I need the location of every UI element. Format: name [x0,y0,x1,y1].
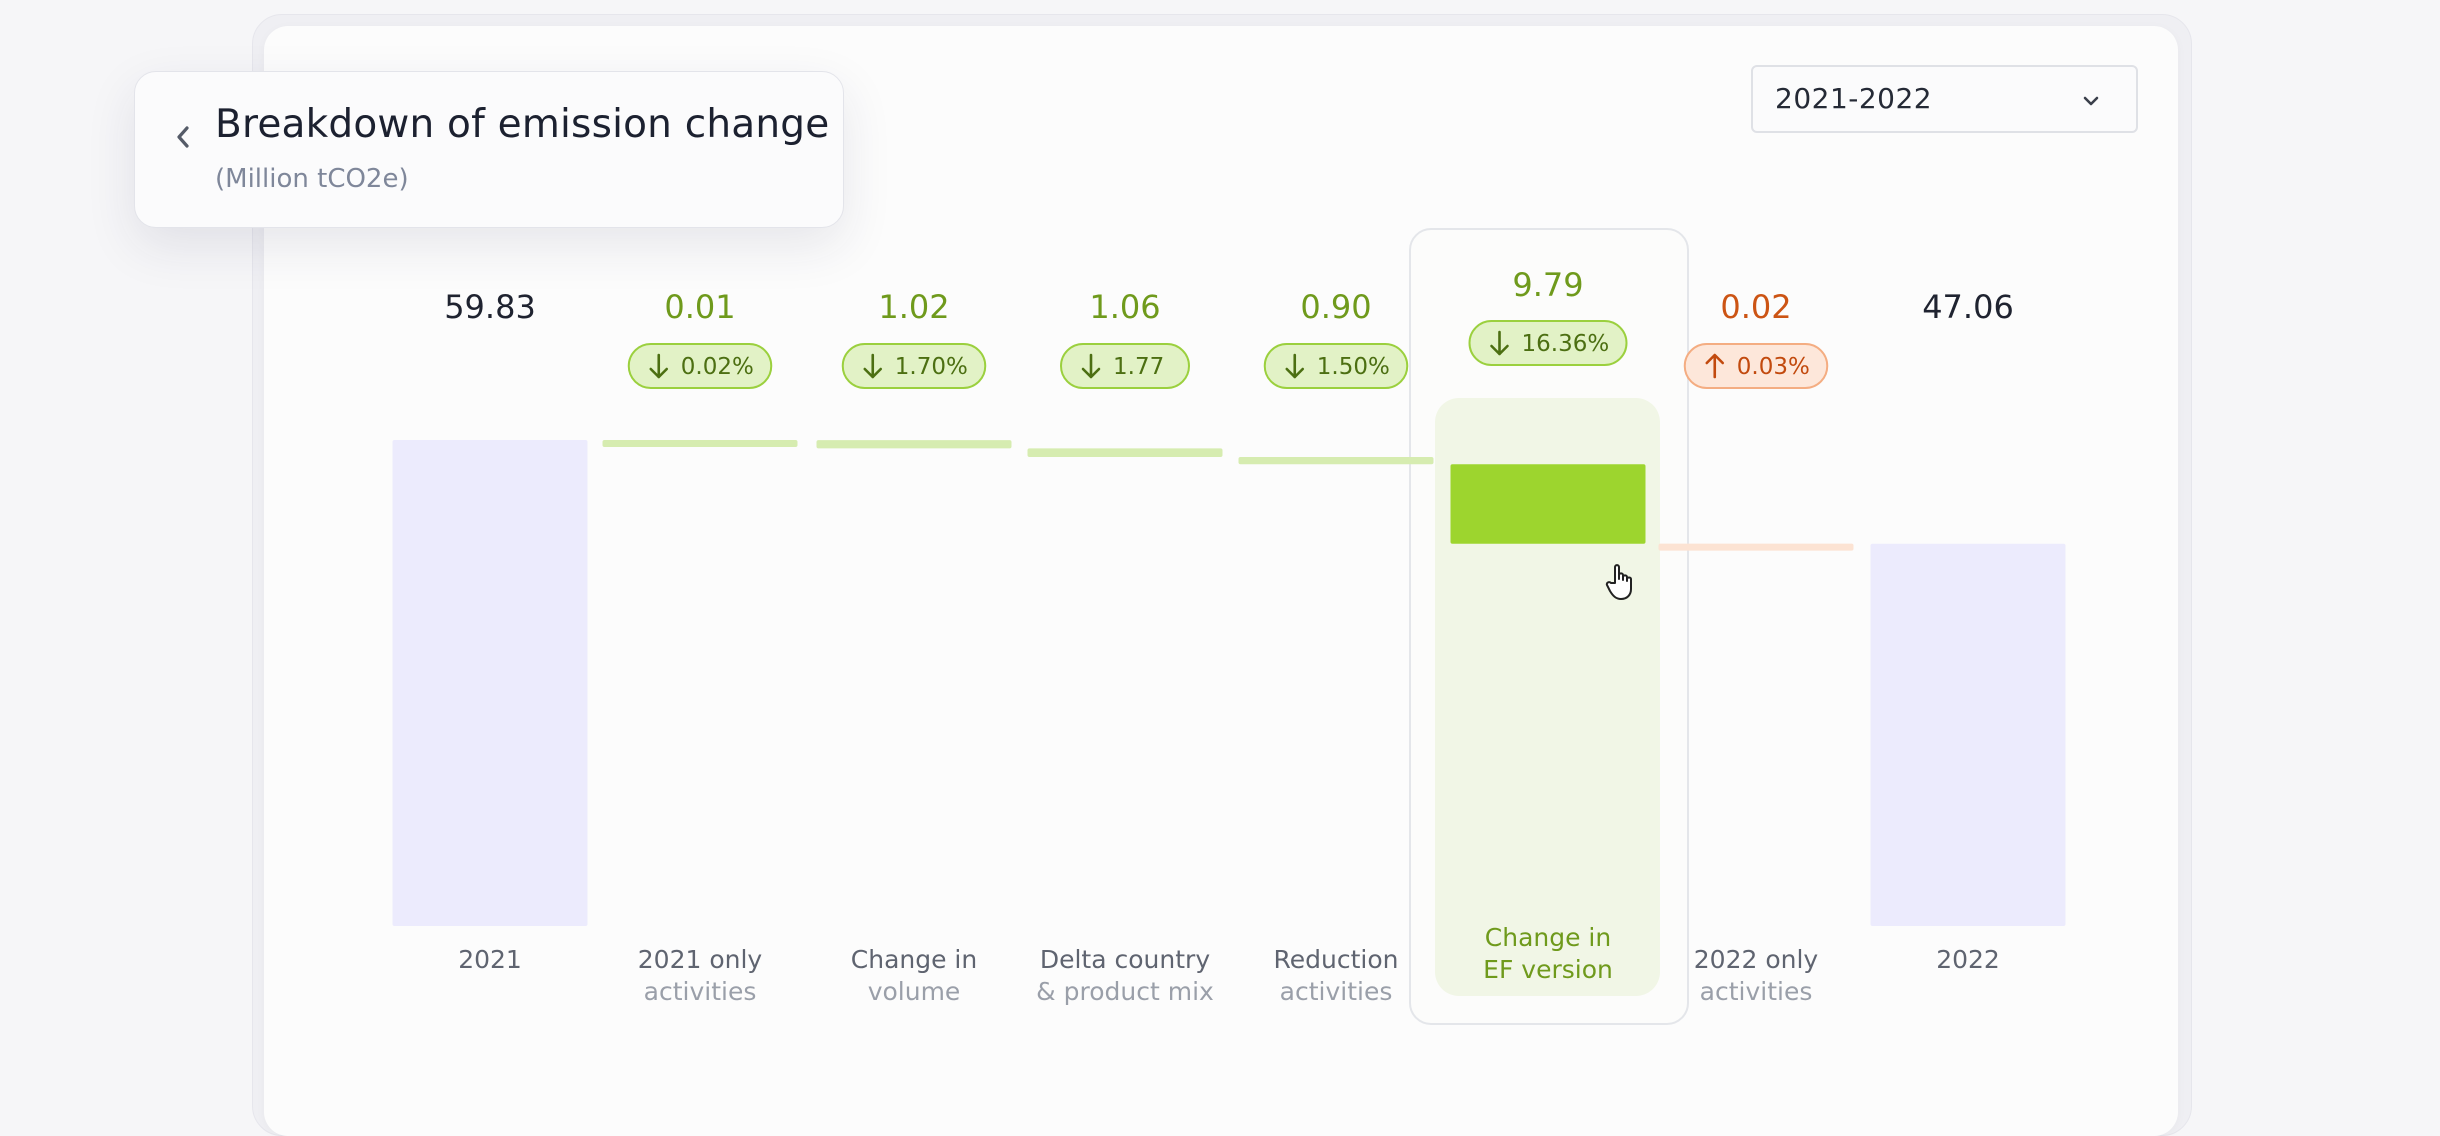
arrow-up-path [1705,353,1725,379]
change-badge-2: 1.70% [841,343,987,389]
category-label-7: 2022 [1936,945,2000,974]
bar-5[interactable] [1450,464,1646,544]
year-range-value: 2021-2022 [1775,82,1933,115]
change-badge-1: 0.02% [627,343,773,389]
value-label-5: 9.79 [1512,266,1583,304]
bar-2[interactable] [816,440,1012,449]
category-label-4: Reduction [1274,945,1399,974]
change-badge-3: 1.77 [1060,343,1190,389]
badge-pill-4 [1263,343,1409,389]
badge-pill-3 [1060,343,1190,389]
page-title: Breakdown of emission change [215,102,830,147]
category-sublabel-6: activities [1700,977,1813,1006]
badge-text-5: 16.36% [1522,331,1610,357]
value-label-2: 1.02 [878,288,949,326]
category-sublabel-2: volume [868,977,961,1006]
badge-pill-5 [1468,320,1628,366]
bar-1[interactable] [602,440,798,447]
arrow-down-path [1285,353,1305,379]
category-label-2: Change in [851,945,977,974]
badge-text-6: 0.03% [1737,354,1810,380]
category-sublabel-1: activities [644,977,757,1006]
hand-pointer-icon [1604,562,1638,602]
value-label-0: 59.83 [444,288,536,326]
category-sublabel-5: EF version [1483,955,1613,984]
waterfall-chart: 59.83 2021 0.01 0.02% 2021 only activities 1.0… [392,266,2066,1006]
arrow-down-icon [1490,330,1509,356]
arrow-down-icon [863,353,883,379]
value-label-6: 0.02 [1720,288,1791,326]
badge-pill-6 [1683,343,1829,389]
bar-3[interactable] [1027,448,1223,457]
year-range-select[interactable]: 2021-2022 [1751,65,2138,133]
bar-0[interactable] [392,440,588,926]
value-label-3: 1.06 [1089,288,1160,326]
arrow-down-path [1081,353,1101,379]
category-label-6: 2022 only [1694,945,1819,974]
category-sublabel-4: activities [1280,977,1393,1006]
category-label-0: 2021 [458,945,522,974]
category-label-3: Delta country [1040,945,1210,974]
arrow-up-icon [1705,353,1725,379]
badge-text-4: 1.50% [1317,354,1390,380]
bar-4[interactable] [1238,456,1434,465]
category-sublabel-3: & product mix [1036,977,1214,1006]
arrow-down-icon [1285,353,1305,379]
category-label-5: Change in [1485,923,1611,952]
badge-text-2: 1.70% [895,354,968,380]
arrow-down-path [649,353,669,379]
badge-text-3: 1.77 [1113,354,1164,380]
change-badge-4: 1.50% [1263,343,1409,389]
bar-6[interactable] [1658,543,1854,551]
category-label-1: 2021 only [638,945,763,974]
chevron-left-icon[interactable] [171,112,195,160]
change-badge-6: 0.03% [1683,343,1829,389]
badge-text-1: 0.02% [681,354,754,380]
change-badge-5: 16.36% [1468,320,1628,366]
arrow-down-path [863,353,883,379]
bar-7[interactable] [1870,543,2066,926]
arrow-down-icon [1081,353,1101,379]
arrow-down-icon [649,353,669,379]
chevron-down-icon [2080,90,2102,112]
arrow-down-path [1490,330,1509,356]
title-card: Breakdown of emission change (Million tC… [134,71,844,228]
value-label-4: 0.90 [1300,288,1371,326]
value-label-7: 47.06 [1922,288,2014,326]
badge-pill-1 [627,343,773,389]
unit-subtitle: (Million tCO2e) [215,164,409,194]
value-label-1: 0.01 [664,288,735,326]
badge-pill-2 [841,343,987,389]
